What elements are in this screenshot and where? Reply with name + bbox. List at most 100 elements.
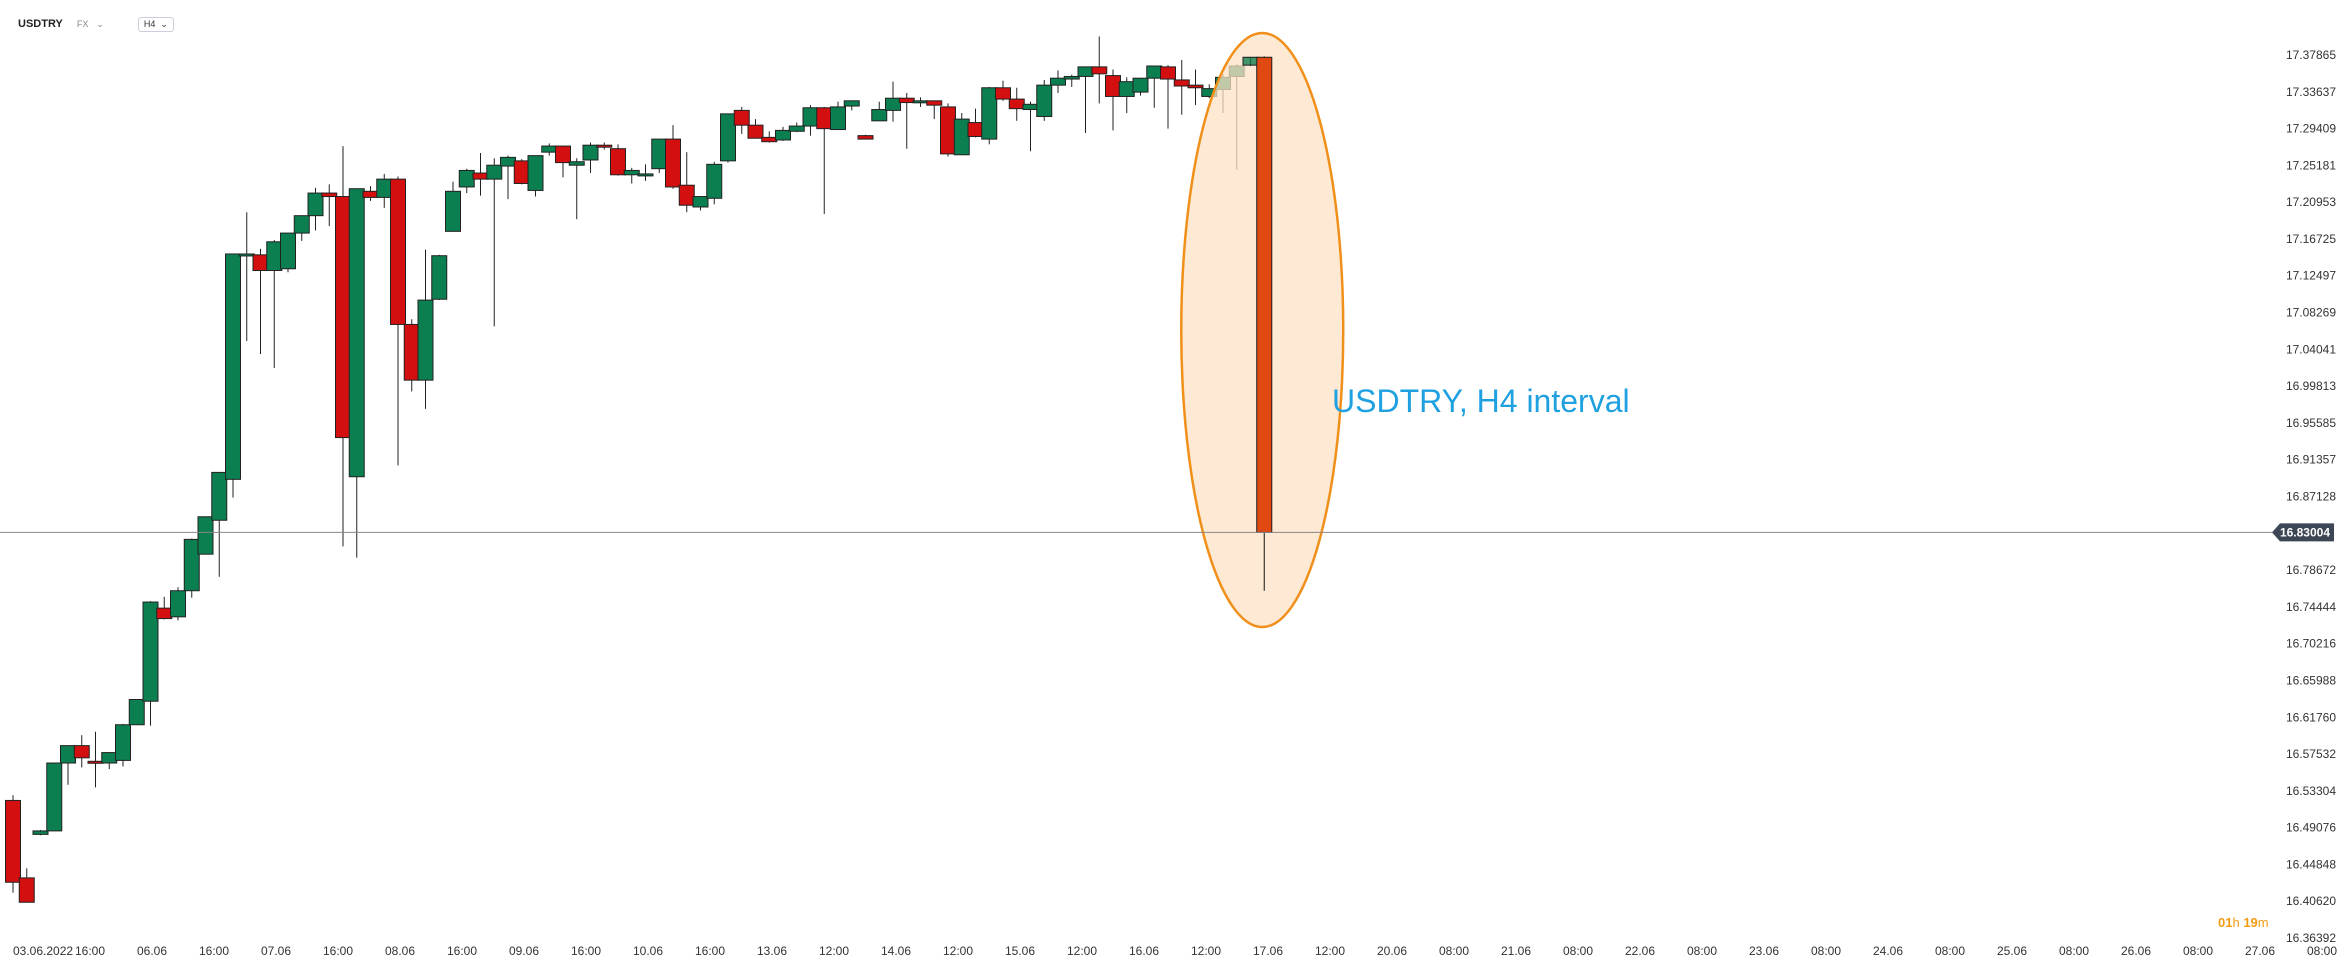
candle [170, 587, 186, 621]
candle-body [321, 192, 338, 198]
candle [362, 186, 379, 201]
x-tick-label: 27.06 [2245, 944, 2275, 958]
candle-body [788, 125, 805, 132]
candle-body [1050, 77, 1066, 86]
time-axis[interactable]: 03.06.2022 16:00 06.06 16:00 07.06 16:00 08.06… [13, 944, 2337, 958]
candle [1063, 74, 1080, 87]
candle-body [775, 129, 791, 141]
candle-body [266, 241, 283, 272]
candle-body [995, 87, 1011, 100]
candle-body [101, 752, 118, 764]
countdown-hours: 01 [2218, 915, 2233, 930]
candle [101, 752, 118, 770]
candle [926, 100, 943, 120]
candle [1256, 56, 1273, 591]
candle [32, 830, 49, 836]
candle-body [376, 178, 393, 198]
candle-body [1132, 77, 1149, 93]
x-tick-label: 15.06 [1005, 944, 1035, 958]
x-tick-label: 25.06 [1997, 944, 2027, 958]
chart-annotation: USDTRY, H4 interval [1332, 383, 1630, 419]
candle [747, 119, 764, 139]
candle-body [211, 471, 228, 521]
x-tick-label: 16:00 [323, 944, 353, 958]
candle [857, 134, 874, 140]
candle [568, 158, 585, 220]
candle [637, 164, 654, 181]
candle [197, 516, 214, 555]
candle [610, 144, 626, 176]
candle [60, 745, 76, 785]
candle-body [871, 109, 888, 122]
candle [1173, 59, 1190, 115]
candle [500, 155, 516, 200]
chevron-down-icon[interactable]: ⌄ [96, 18, 104, 29]
x-tick-label: 12:00 [943, 944, 973, 958]
candle [651, 138, 668, 174]
candle [995, 80, 1011, 101]
y-tick-label: 16.74444 [2286, 600, 2336, 614]
x-tick-label: 08:00 [2307, 944, 2337, 958]
x-tick-label: 16:00 [447, 944, 477, 958]
price-axis[interactable]: 17.37865 17.33637 17.29409 17.25181 17.20953… [2272, 48, 2336, 945]
x-tick-label: 12:00 [1315, 944, 1345, 958]
candle [1187, 69, 1204, 106]
candle-body [513, 160, 530, 184]
candle [596, 142, 613, 150]
candle [830, 101, 846, 131]
candle [665, 125, 681, 189]
candle-body [280, 232, 296, 270]
y-tick-label: 16.65988 [2286, 673, 2336, 687]
x-tick-label: 03.06.2022 [13, 944, 73, 958]
x-tick-label: 08.06 [385, 944, 415, 958]
candle-body [5, 799, 21, 883]
x-tick-label: 16.06 [1129, 944, 1159, 958]
x-tick-label: 16:00 [571, 944, 601, 958]
candle [307, 187, 324, 231]
candle [1160, 65, 1176, 129]
candle [1022, 101, 1039, 152]
candle-body [678, 184, 695, 206]
y-tick-label: 17.12497 [2286, 269, 2336, 283]
x-tick-label: 13.06 [757, 944, 787, 958]
candle-body [981, 87, 998, 140]
y-tick-label: 16.36392 [2286, 931, 2336, 945]
candle [898, 92, 915, 149]
candle-body [445, 190, 461, 232]
candle-body [1105, 75, 1121, 97]
candle-body [293, 215, 310, 234]
highlight-layer [1180, 31, 1345, 629]
candle [912, 97, 929, 107]
candle [18, 868, 35, 903]
x-tick-label: 10.06 [633, 944, 663, 958]
candle [417, 249, 434, 409]
timeframe-selector[interactable]: H4 ⌄ [137, 16, 174, 32]
candle [238, 212, 255, 341]
candle-body [596, 144, 613, 148]
candle-body [486, 164, 503, 180]
candle [1118, 77, 1135, 113]
candle-body [940, 106, 956, 155]
candle [706, 161, 723, 205]
candle-body [733, 109, 750, 126]
market-label: FX [76, 19, 89, 29]
timeframe-label: H4 [143, 19, 156, 29]
candle-body [706, 163, 723, 199]
x-tick-label: 12:00 [1067, 944, 1097, 958]
candle [252, 248, 269, 355]
chevron-down-icon: ⌄ [160, 18, 168, 29]
candle [225, 253, 241, 498]
x-tick-label: 24.06 [1873, 944, 1903, 958]
candle-body [898, 97, 915, 104]
candle-body [472, 172, 489, 180]
candle-body [761, 136, 778, 143]
candle [940, 103, 956, 157]
candle [802, 105, 819, 136]
candle [87, 731, 104, 788]
candle [720, 113, 736, 163]
candle-body [1118, 81, 1135, 97]
symbol-label[interactable]: USDTRY [18, 18, 63, 30]
candle [73, 735, 90, 768]
y-tick-label: 17.33637 [2286, 85, 2336, 99]
